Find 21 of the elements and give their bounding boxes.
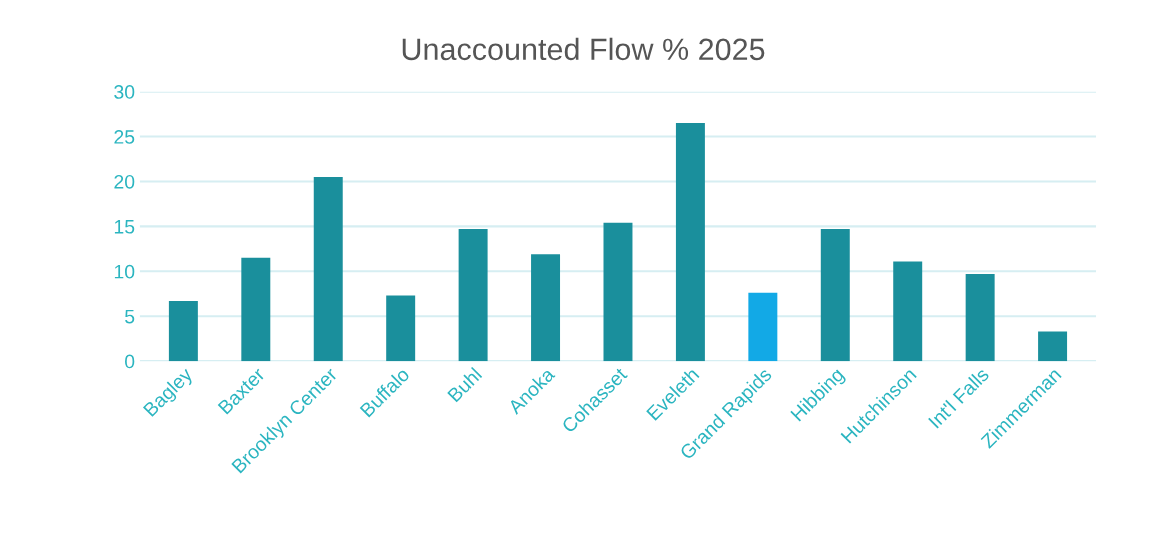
bar — [531, 254, 561, 362]
chart-title: Unaccounted Flow % 2025 — [402, 37, 765, 61]
bar — [313, 176, 343, 362]
bar — [386, 295, 416, 362]
y-tick-label: 10 — [114, 264, 135, 279]
bar — [893, 261, 923, 362]
y-tick-label: 30 — [114, 85, 135, 99]
y-tick-label: 20 — [114, 174, 135, 189]
y-tick-label: 5 — [125, 309, 135, 324]
bar — [241, 257, 271, 362]
y-tick-label: 0 — [125, 354, 135, 369]
bar — [1038, 331, 1068, 362]
bar — [603, 222, 633, 362]
bar — [458, 229, 488, 362]
y-tick-label: 15 — [114, 220, 135, 234]
y-tick-label: 25 — [114, 130, 135, 144]
bar — [820, 229, 850, 362]
bar — [748, 292, 778, 362]
bar — [965, 273, 995, 362]
bar — [675, 123, 705, 362]
bar — [168, 300, 198, 362]
